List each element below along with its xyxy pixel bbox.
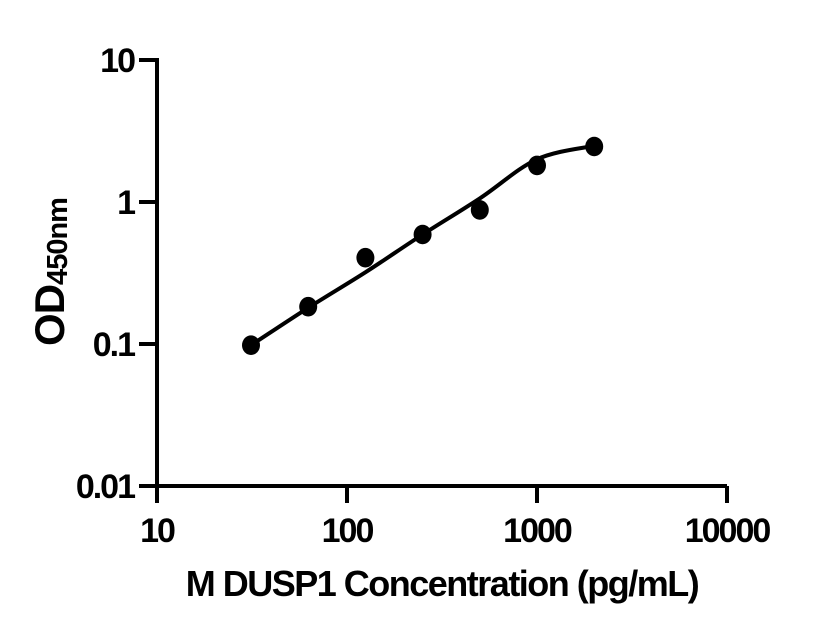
y-axis-title: OD450nm: [26, 198, 74, 346]
data-point-marker: [356, 247, 375, 268]
data-point-marker: [585, 136, 604, 157]
y-tick-label: 1: [117, 184, 135, 222]
x-tick-label: 10000: [685, 512, 771, 550]
y-tick-label: 0.1: [93, 326, 135, 364]
data-point-marker: [413, 224, 432, 245]
y-tick-label: 0.01: [76, 468, 135, 506]
y-tick-label: 10: [100, 42, 135, 80]
y-axis-title-subscript: 450nm: [42, 198, 74, 285]
y-axis-title-main: OD: [26, 285, 73, 346]
x-tick-label: 100: [322, 512, 374, 550]
axis-spine: [155, 58, 727, 488]
x-tick-label: 1000: [503, 512, 572, 550]
x-axis-title: M DUSP1 Concentration (pg/mL): [186, 563, 699, 604]
fit-curve-line: [249, 143, 597, 348]
data-point-marker: [528, 155, 546, 176]
data-point-marker: [299, 296, 318, 317]
data-point-marker: [242, 335, 260, 356]
data-point-marker: [470, 200, 489, 220]
x-tick-label: 10: [140, 512, 175, 550]
